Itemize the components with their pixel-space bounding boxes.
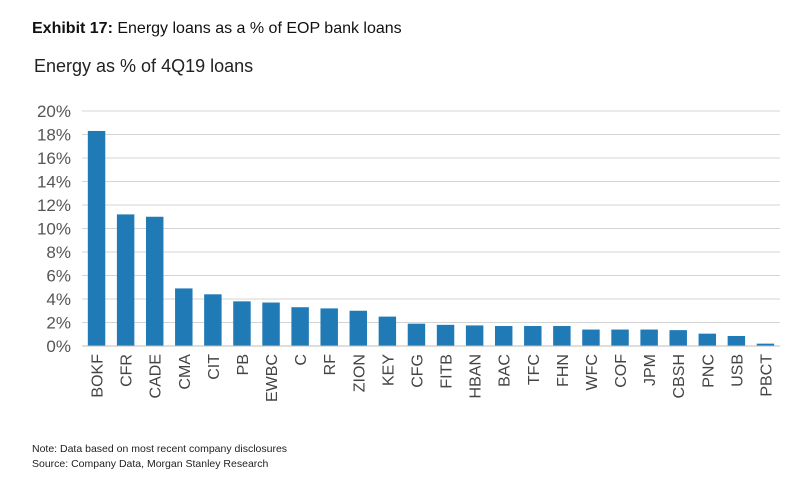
y-tick-label: 8% [46, 243, 71, 262]
bar-pnc [698, 333, 717, 346]
x-tick-label: PBCT [758, 354, 775, 397]
x-tick-label: BAC [497, 354, 514, 387]
x-tick-label: CADE [148, 354, 165, 398]
bar-key [378, 316, 397, 346]
bar-rf [320, 308, 338, 346]
x-tick-label: USB [729, 354, 746, 387]
bar-cof [611, 329, 629, 346]
x-tick-label: KEY [380, 354, 397, 386]
x-tick-label: HBAN [468, 354, 485, 398]
x-tick-label: PNC [700, 354, 717, 388]
bar-chart: 0% 2% 4% 6% 8% 10% 12% 14% 16% 18% 20% BOKF CFR CADE… [37, 102, 780, 402]
x-tick-label: C [293, 354, 310, 366]
y-tick-label: 0% [46, 337, 71, 356]
x-tick-label: BOKF [90, 354, 107, 398]
exhibit-label: Exhibit 17: [32, 20, 113, 37]
bar-ewbc [262, 302, 280, 346]
bar-cit [204, 294, 222, 346]
x-tick-label: TFC [526, 354, 543, 385]
bar-pbct [756, 343, 775, 346]
y-tick-label: 6% [46, 267, 71, 286]
bar-cbsh [669, 330, 687, 346]
y-tick-label: 4% [46, 290, 71, 309]
bar-cfg [407, 323, 426, 346]
y-tick-label: 12% [37, 196, 71, 215]
bar-c [291, 307, 309, 346]
x-tick-label: CBSH [671, 354, 688, 398]
exhibit-title: Energy loans as a % of EOP bank loans [117, 20, 402, 37]
x-tick-label: FITB [439, 354, 456, 389]
footnote: Note: Data based on most recent company … [32, 443, 288, 455]
x-tick-label: WFC [584, 354, 601, 390]
y-tick-label: 10% [37, 220, 71, 239]
bar-pb [233, 301, 251, 346]
source-line: Source: Company Data, Morgan Stanley Res… [32, 458, 269, 470]
x-tick-label: COF [613, 354, 630, 388]
bar-usb [727, 336, 746, 346]
y-tick-label: 20% [37, 102, 71, 121]
x-tick-label: CFR [119, 354, 136, 387]
x-tick-label: CFG [409, 354, 426, 388]
x-tick-label: ZION [351, 354, 368, 392]
bar-fitb [436, 324, 455, 346]
bar-hban [465, 325, 484, 346]
x-tick-label: CIT [206, 354, 223, 380]
y-tick-label: 2% [46, 314, 71, 333]
x-tick-label: JPM [642, 354, 659, 386]
x-tick-label: EWBC [264, 354, 281, 402]
bar-cma [175, 288, 193, 346]
bar-bac [494, 326, 513, 346]
bar-cade [145, 216, 164, 346]
x-tick-label: PB [235, 354, 252, 375]
y-tick-label: 14% [37, 173, 71, 192]
bar-wfc [582, 329, 600, 346]
y-axis-ticks: 0% 2% 4% 6% 8% 10% 12% 14% 16% 18% 20% [37, 102, 71, 356]
x-axis-ticks: BOKF CFR CADE CMA CIT PB EWBC C RF ZION KEY CFG FITB… [90, 354, 776, 402]
bar-zion [349, 310, 368, 346]
gridlines [82, 110, 780, 323]
y-tick-label: 18% [37, 126, 71, 145]
bar-bokf [87, 130, 106, 346]
x-tick-label: FHN [555, 354, 572, 387]
bar-fhn [553, 326, 571, 346]
bar-tfc [524, 326, 542, 346]
bar-jpm [640, 329, 658, 346]
bar-cfr [116, 214, 135, 346]
exhibit-heading: Exhibit 17: Energy loans as a % of EOP b… [32, 20, 402, 38]
chart-title: Energy as % of 4Q19 loans [34, 56, 254, 76]
x-tick-label: CMA [177, 354, 194, 390]
x-tick-label: RF [322, 354, 339, 376]
bars [87, 130, 775, 346]
y-tick-label: 16% [37, 149, 71, 168]
